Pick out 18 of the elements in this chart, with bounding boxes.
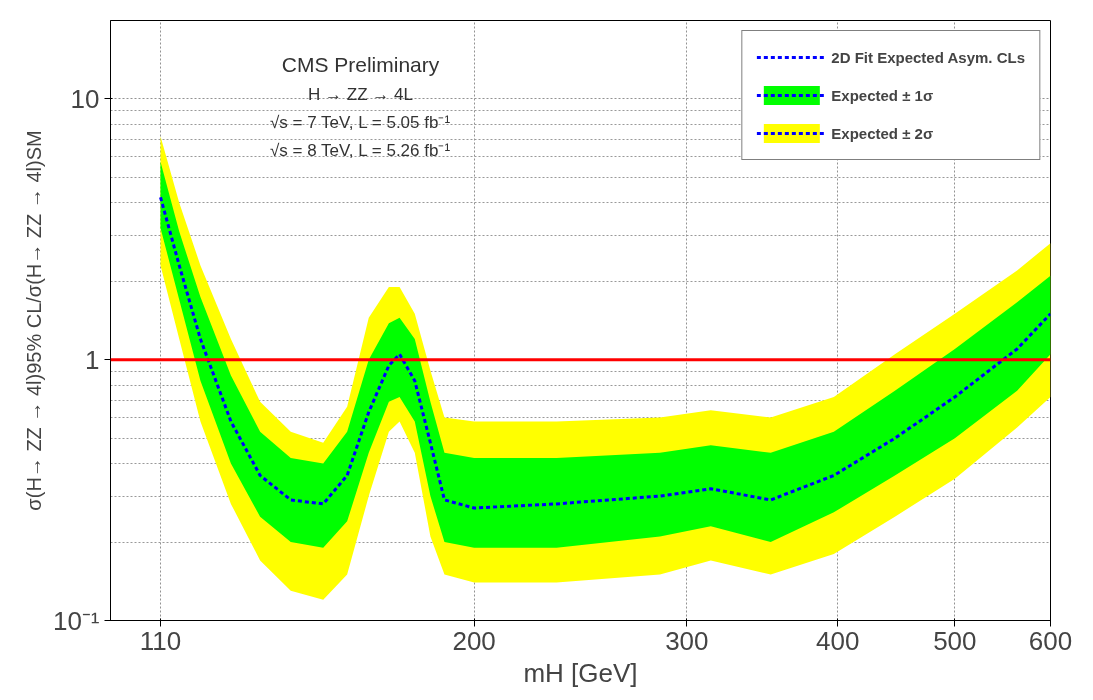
y-axis-title: σ(H→ ZZ → 4l)95% CL/σ(H→ ZZ → 4l)SM <box>22 130 45 511</box>
x-tick-label: 200 <box>452 625 496 656</box>
x-tick-label: 500 <box>933 625 977 656</box>
annotation: CMS Preliminary <box>281 52 440 76</box>
annotation: √s = 8 TeV, L = 5.26 fb⁻¹ <box>269 140 451 160</box>
legend-label: Expected ± 2σ <box>831 124 934 142</box>
x-tick-label: 110 <box>139 625 182 656</box>
y-tick-label: 10 <box>70 83 100 114</box>
y-tick-label: 10⁻¹ <box>52 605 100 636</box>
y-tick-label: 1 <box>85 344 100 375</box>
legend-label: 2D Fit Expected Asym. CLs <box>831 48 1025 66</box>
x-axis-title: mH [GeV] <box>523 657 638 688</box>
annotation: √s = 7 TeV, L = 5.05 fb⁻¹ <box>269 112 451 132</box>
x-tick-label: 600 <box>1028 625 1073 656</box>
annotation: H → ZZ → 4L <box>308 84 413 104</box>
x-tick-label: 300 <box>665 625 709 656</box>
legend-label: Expected ± 1σ <box>831 86 934 104</box>
x-tick-label: 400 <box>816 625 860 656</box>
